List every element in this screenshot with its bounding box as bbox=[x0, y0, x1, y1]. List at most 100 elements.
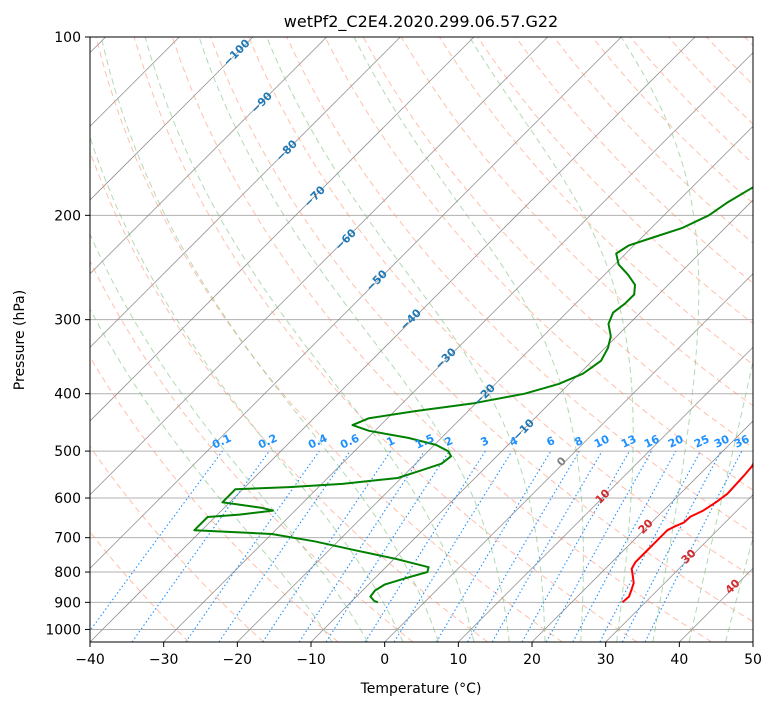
isotherm-line bbox=[531, 420, 753, 642]
mixing-ratio-label: 16 bbox=[642, 432, 662, 450]
y-axis-ticks: 100 200 300 400 500 600 700 800 900 1000 bbox=[45, 30, 90, 638]
mixing-ratio-label: 25 bbox=[692, 432, 711, 450]
x-tick-label: 20 bbox=[523, 652, 541, 668]
moist-adiabat-line bbox=[620, 37, 700, 642]
x-tick-label: −40 bbox=[75, 652, 105, 668]
mixing-ratio-label: 0.1 bbox=[210, 432, 233, 452]
dry-adiabat-line bbox=[515, 37, 753, 284]
pressure-gridlines bbox=[90, 37, 753, 630]
mixing-ratio-label: 20 bbox=[666, 432, 686, 450]
mixing-ratio-line bbox=[90, 450, 223, 632]
moist-adiabat-line bbox=[688, 358, 753, 642]
dry-adiabat-line bbox=[133, 37, 638, 642]
mixing-ratio-label: 10 bbox=[592, 432, 612, 450]
isotherm-label: 20 bbox=[636, 516, 656, 536]
mixing-ratio-line bbox=[521, 450, 630, 642]
dry-adiabat-line bbox=[90, 445, 264, 642]
moist-adiabat-line bbox=[725, 536, 753, 642]
isotherm-label: −90 bbox=[248, 89, 275, 116]
y-tick-label: 400 bbox=[54, 387, 81, 403]
moist-adiabat-line bbox=[90, 232, 369, 642]
dry-adiabat-lines bbox=[90, 37, 753, 642]
dry-adiabat-line bbox=[90, 150, 488, 642]
y-tick-label: 1000 bbox=[45, 622, 81, 638]
moist-adiabat-lines bbox=[90, 37, 753, 642]
y-tick-label: 600 bbox=[54, 491, 81, 507]
line-labels: −100−90−80−70−60−50−40−30−20−10010203040… bbox=[210, 36, 752, 597]
isotherm-label: 10 bbox=[593, 486, 613, 506]
moist-adiabat-line bbox=[198, 37, 510, 642]
mixing-ratio-line bbox=[572, 450, 677, 642]
isotherm-line bbox=[90, 37, 475, 422]
y-axis-title: Pressure (hPa) bbox=[12, 290, 28, 390]
dry-adiabat-line bbox=[95, 37, 563, 642]
x-tick-label: 10 bbox=[449, 652, 467, 668]
moist-adiabat-line bbox=[90, 135, 404, 642]
y-tick-label: 300 bbox=[54, 313, 81, 329]
mixing-ratio-label: 0.4 bbox=[306, 431, 329, 451]
temperature-line bbox=[621, 461, 753, 604]
mixing-ratio-line bbox=[298, 450, 425, 642]
x-axis-title: Temperature (°C) bbox=[360, 681, 482, 697]
background-lines bbox=[90, 37, 753, 642]
mixing-ratio-label: 2 bbox=[443, 434, 455, 449]
y-tick-label: 200 bbox=[54, 208, 81, 224]
x-tick-label: 0 bbox=[380, 652, 389, 668]
isotherm-line bbox=[90, 37, 254, 201]
isotherm-label: −30 bbox=[432, 345, 459, 372]
y-tick-label: 100 bbox=[54, 30, 81, 46]
x-tick-label: 50 bbox=[744, 652, 762, 668]
moist-adiabat-line bbox=[100, 37, 439, 642]
dry-adiabat-line bbox=[90, 531, 190, 642]
isotherm-label: 0 bbox=[554, 454, 569, 469]
dry-adiabat-line bbox=[90, 259, 414, 642]
mixing-ratio-line bbox=[393, 450, 513, 642]
x-axis-ticks: −40 −30 −20 −10 0 10 20 30 40 50 bbox=[75, 642, 762, 668]
dry-adiabat-line bbox=[210, 37, 753, 623]
x-tick-label: −30 bbox=[149, 652, 179, 668]
mixing-ratio-label: 1.5 bbox=[413, 432, 436, 452]
isotherm-lines bbox=[90, 37, 753, 642]
dry-adiabat-line bbox=[324, 37, 753, 491]
mixing-ratio-label: 6 bbox=[545, 434, 558, 449]
moist-adiabat-line bbox=[90, 308, 333, 642]
isotherm-label: 30 bbox=[679, 546, 699, 566]
y-tick-label: 500 bbox=[54, 444, 81, 460]
isotherm-label: 40 bbox=[723, 576, 743, 596]
mixing-ratio-label: 0.6 bbox=[338, 431, 361, 451]
mixing-ratio-line bbox=[545, 450, 653, 642]
x-tick-label: 30 bbox=[597, 652, 615, 668]
x-tick-label: 40 bbox=[670, 652, 688, 668]
moist-adiabat-line bbox=[353, 37, 584, 642]
dewpoint-line bbox=[193, 186, 753, 604]
mixing-ratio-lines bbox=[90, 450, 743, 642]
isotherm-line bbox=[90, 37, 696, 642]
mixing-ratio-line bbox=[185, 450, 320, 642]
sounding-series bbox=[193, 186, 753, 604]
y-tick-label: 900 bbox=[54, 595, 81, 611]
isotherm-label: −100 bbox=[221, 36, 253, 68]
isotherm-line bbox=[163, 52, 753, 642]
isotherm-line bbox=[90, 37, 327, 275]
isotherm-label: −50 bbox=[363, 267, 390, 294]
x-tick-label: −10 bbox=[296, 652, 326, 668]
y-tick-label: 800 bbox=[54, 565, 81, 581]
dry-adiabat-line bbox=[248, 37, 753, 578]
dry-adiabat-line bbox=[90, 356, 339, 642]
moist-adiabat-line bbox=[469, 37, 634, 642]
chart-title: wetPf2_C2E4.2020.299.06.57.G22 bbox=[284, 12, 558, 32]
mixing-ratio-line bbox=[262, 450, 392, 642]
mixing-ratio-line bbox=[131, 450, 270, 642]
isotherm-line bbox=[310, 199, 753, 642]
mixing-ratio-line bbox=[218, 450, 351, 642]
isotherm-line bbox=[458, 346, 753, 642]
dry-adiabat-line bbox=[286, 37, 753, 534]
mixing-ratio-line bbox=[325, 450, 450, 642]
isotherm-line bbox=[90, 37, 622, 569]
mixing-ratio-label: 30 bbox=[712, 432, 732, 450]
mixing-ratio-line bbox=[435, 450, 552, 642]
isotherm-line bbox=[752, 641, 753, 642]
isotherm-line bbox=[237, 125, 753, 642]
moist-adiabat-line bbox=[266, 37, 546, 642]
